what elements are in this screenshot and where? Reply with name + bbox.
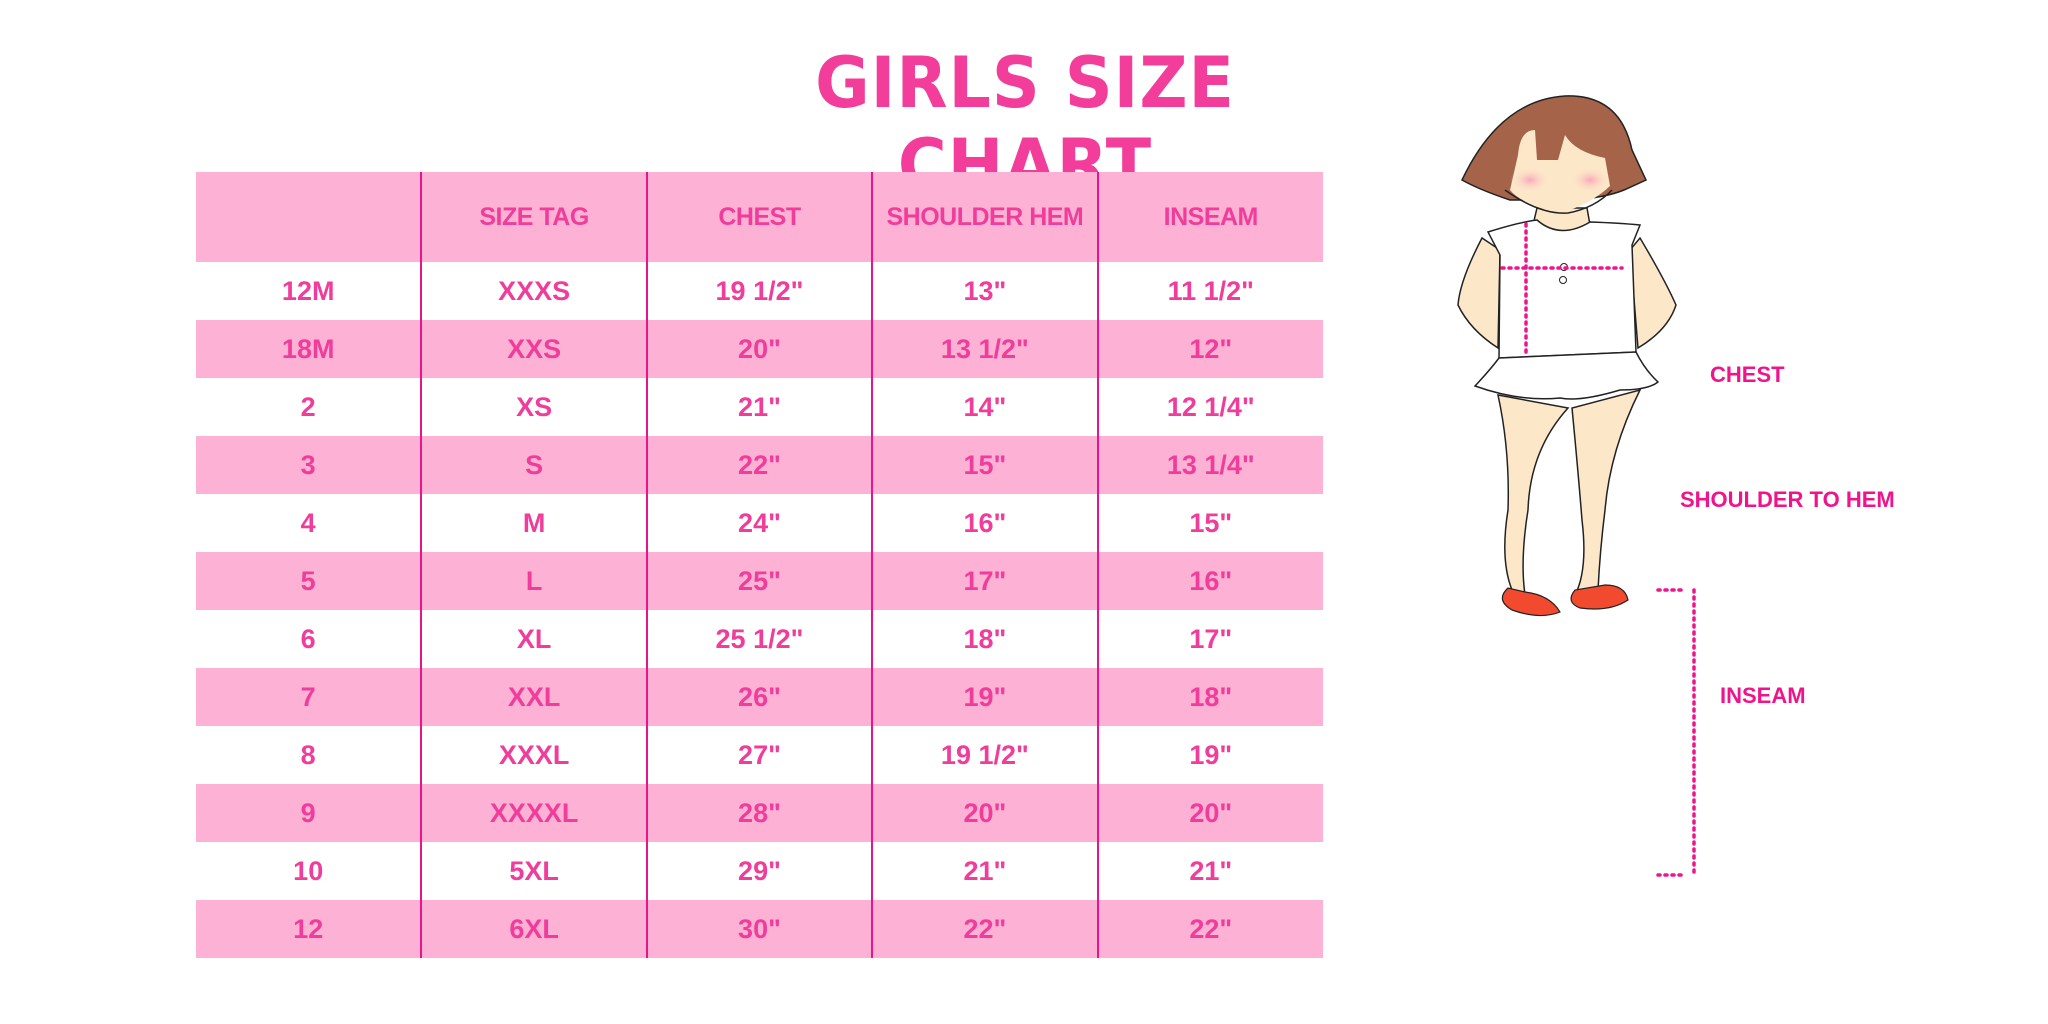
- table-cell: 19": [871, 668, 1098, 726]
- table-row: 12 6XL 30" 22" 22": [196, 900, 1323, 958]
- column-header: INSEAM: [1096, 172, 1323, 262]
- table-cell: 3: [196, 436, 422, 494]
- column-header: SIZE TAG: [420, 172, 647, 262]
- table-cell: 25": [645, 552, 873, 610]
- table-cell: 19 1/2": [871, 726, 1098, 784]
- table-cell: 30": [645, 900, 873, 958]
- column-header: CHEST: [645, 172, 873, 262]
- table-row: 12M XXXS 19 1/2" 13" 11 1/2": [196, 262, 1323, 320]
- table-cell: 13 1/4": [1096, 436, 1323, 494]
- table-cell: 14": [871, 378, 1098, 436]
- table-header-row: SIZE TAG CHEST SHOULDER HEM INSEAM: [196, 172, 1323, 262]
- table-row: 2 XS 21" 14" 12 1/4": [196, 378, 1323, 436]
- page-title: GIRLS SIZE CHART: [815, 42, 1235, 206]
- inseam-label: INSEAM: [1720, 683, 1806, 708]
- table-cell: 22": [645, 436, 873, 494]
- table-cell: 4: [300, 507, 316, 538]
- table-cell: XS: [420, 378, 647, 436]
- table-cell: 16": [1096, 552, 1323, 610]
- table-cell: 12 1/4": [1096, 378, 1323, 436]
- shoulder-to-hem-label: SHOULDER TO HEM: [1680, 487, 1895, 512]
- table-cell: 21": [1096, 842, 1323, 900]
- table-cell: 6: [300, 623, 316, 654]
- table-row: 9 XXXXL 28" 20" 20": [196, 784, 1323, 842]
- table-cell: 12": [1096, 320, 1323, 378]
- table-cell: L: [420, 552, 647, 610]
- table-cell: XL: [420, 610, 647, 668]
- column-header: [196, 172, 422, 262]
- table-cell: 8: [300, 739, 316, 770]
- table-cell: 19": [1096, 726, 1323, 784]
- table-cell: 22": [871, 900, 1098, 958]
- table-cell: 24": [645, 494, 873, 552]
- table-cell: 28": [645, 784, 873, 842]
- table-cell: 20": [645, 320, 873, 378]
- table-cell: S: [420, 436, 647, 494]
- table-cell: 2: [300, 391, 316, 422]
- table-cell: 15": [871, 436, 1098, 494]
- table-cell: 9: [196, 784, 422, 842]
- table-cell: M: [420, 494, 647, 552]
- table-cell: XXL: [420, 668, 647, 726]
- table-cell: 22": [1096, 900, 1323, 958]
- table-cell: 29": [645, 842, 873, 900]
- chest-label: CHEST: [1710, 362, 1785, 387]
- table-cell: 16": [871, 494, 1098, 552]
- table-cell: 7: [196, 668, 422, 726]
- table-cell: 13 1/2": [871, 320, 1098, 378]
- table-cell: 17": [871, 552, 1098, 610]
- table-cell: 18": [871, 610, 1098, 668]
- table-cell: 18M: [196, 320, 422, 378]
- table-cell: XXS: [420, 320, 647, 378]
- girl-illustration: [1400, 90, 2000, 954]
- table-cell: 18": [1096, 668, 1323, 726]
- table-row: 8 XXXL 27" 19 1/2" 19": [196, 726, 1323, 784]
- table-cell: 21": [871, 842, 1098, 900]
- column-header: SHOULDER HEM: [871, 172, 1098, 262]
- table-cell: 26": [645, 668, 873, 726]
- table-cell: 13": [871, 262, 1098, 320]
- table-cell: 19 1/2": [645, 262, 873, 320]
- table-cell: XXXXL: [420, 784, 647, 842]
- table-row: 3 S 22" 15" 13 1/4": [196, 436, 1323, 494]
- table-cell: 12: [196, 900, 422, 958]
- table-row: 7 XXL 26" 19" 18": [196, 668, 1323, 726]
- table-cell: 5: [196, 552, 422, 610]
- table-cell: XXXL: [420, 726, 647, 784]
- table-cell: 25 1/2": [645, 610, 873, 668]
- table-row: 6 XL 25 1/2" 18" 17": [196, 610, 1323, 668]
- table-cell: 20": [1096, 784, 1323, 842]
- table-cell: 12M: [281, 275, 335, 306]
- table-row: 10 5XL 29" 21" 21": [196, 842, 1323, 900]
- table-cell: 20": [871, 784, 1098, 842]
- table-row: 18M XXS 20" 13 1/2" 12": [196, 320, 1323, 378]
- table-cell: 27": [645, 726, 873, 784]
- table-cell: XXXS: [420, 262, 647, 320]
- table-cell: 10: [293, 855, 324, 886]
- table-cell: 11 1/2": [1096, 262, 1323, 320]
- table-cell: 6XL: [420, 900, 647, 958]
- table-cell: 21": [645, 378, 873, 436]
- table-row: 5 L 25" 17" 16": [196, 552, 1323, 610]
- table-cell: 17": [1096, 610, 1323, 668]
- size-chart-table: SIZE TAG CHEST SHOULDER HEM INSEAM 12M XXXS 1…: [196, 172, 1323, 958]
- table-cell: 5XL: [420, 842, 647, 900]
- table-row: 4 M 24" 16" 15": [196, 494, 1323, 552]
- table-cell: 15": [1096, 494, 1323, 552]
